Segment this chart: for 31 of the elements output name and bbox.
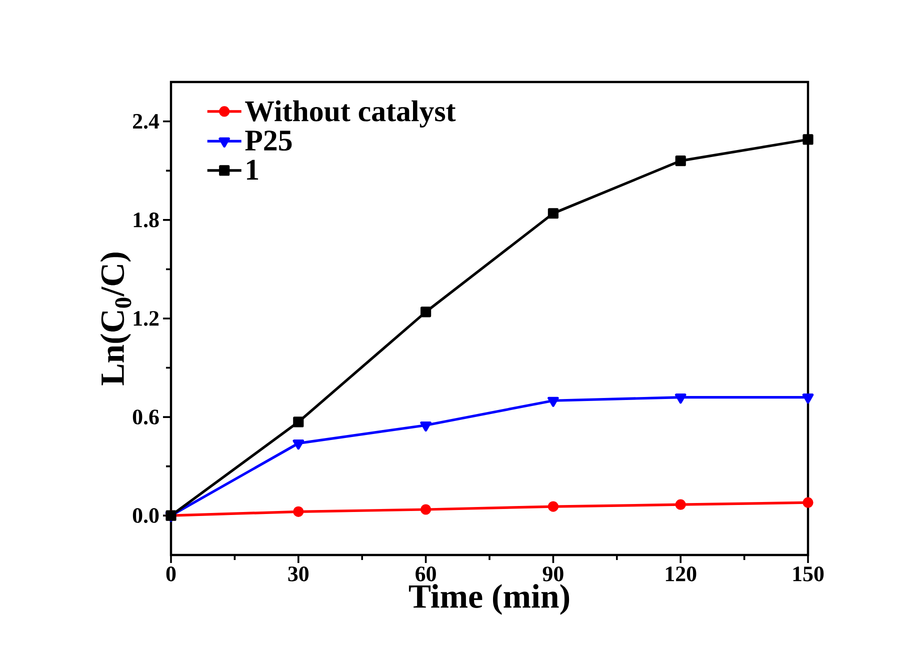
y-tick-label: 2.4 [133,114,160,129]
point [802,134,814,145]
y-tick-label: 0.0 [132,508,159,524]
point [420,306,432,318]
point [420,504,432,515]
point [674,394,686,404]
point [548,501,559,512]
x-tick-label: 120 [666,566,696,582]
y-tick-label: 1.2 [134,311,159,326]
x-tick-label: 30 [288,566,309,582]
point [293,506,304,517]
point [675,499,686,510]
point [802,497,814,508]
legend-label: Without catalyst [245,100,456,128]
legend-label: 1 [247,160,258,180]
point [802,394,814,404]
point [293,416,304,428]
x-tick-label: 150 [793,566,824,582]
point [548,208,559,219]
legend-label: P25 [245,130,292,151]
point [675,156,686,166]
y-axis-title: Ln(C$_{0}$/C) [100,252,132,386]
point [420,421,432,432]
x-axis-title: Time (min) [408,584,570,615]
y-tick-label: 0.6 [132,410,159,424]
x-tick-label: 90 [542,566,564,582]
x-tick-label: 60 [416,566,436,582]
x-tick-label: 0 [166,566,176,582]
point [548,396,559,407]
point [292,440,304,450]
y-tick-label: 1.8 [134,212,159,228]
